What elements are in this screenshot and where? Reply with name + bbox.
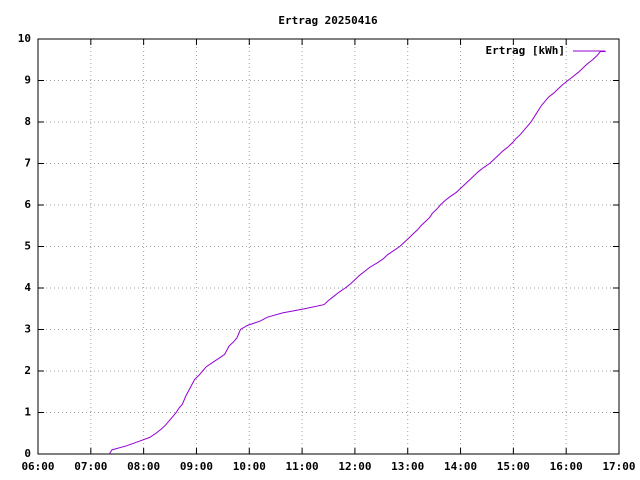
x-tick-label: 12:00 bbox=[338, 460, 371, 473]
y-tick-label: 0 bbox=[24, 447, 31, 460]
chart-title: Ertrag 20250416 bbox=[278, 14, 378, 27]
x-tick-label: 11:00 bbox=[286, 460, 319, 473]
x-tick-label: 09:00 bbox=[180, 460, 213, 473]
y-tick-label: 1 bbox=[24, 406, 31, 419]
y-tick-label: 6 bbox=[24, 198, 31, 211]
x-tick-label: 08:00 bbox=[127, 460, 160, 473]
y-tick-label: 7 bbox=[24, 157, 31, 170]
x-tick-label: 15:00 bbox=[497, 460, 530, 473]
x-tick-label: 06:00 bbox=[21, 460, 54, 473]
data-line bbox=[108, 50, 606, 455]
y-tick-label: 2 bbox=[24, 364, 31, 377]
legend-label: Ertrag [kWh] bbox=[486, 44, 565, 57]
y-tick-label: 10 bbox=[18, 32, 31, 45]
y-tick-label: 5 bbox=[24, 240, 31, 253]
x-tick-label: 16:00 bbox=[550, 460, 583, 473]
x-tick-label: 14:00 bbox=[444, 460, 477, 473]
y-tick-label: 8 bbox=[24, 115, 31, 128]
x-tick-label: 07:00 bbox=[74, 460, 107, 473]
x-tick-label: 13:00 bbox=[391, 460, 424, 473]
y-tick-label: 4 bbox=[24, 281, 31, 294]
x-tick-label: 17:00 bbox=[602, 460, 635, 473]
x-tick-label: 10:00 bbox=[233, 460, 266, 473]
y-tick-label: 9 bbox=[24, 74, 31, 87]
plot-border bbox=[37, 38, 620, 455]
y-tick-label: 3 bbox=[24, 323, 31, 336]
